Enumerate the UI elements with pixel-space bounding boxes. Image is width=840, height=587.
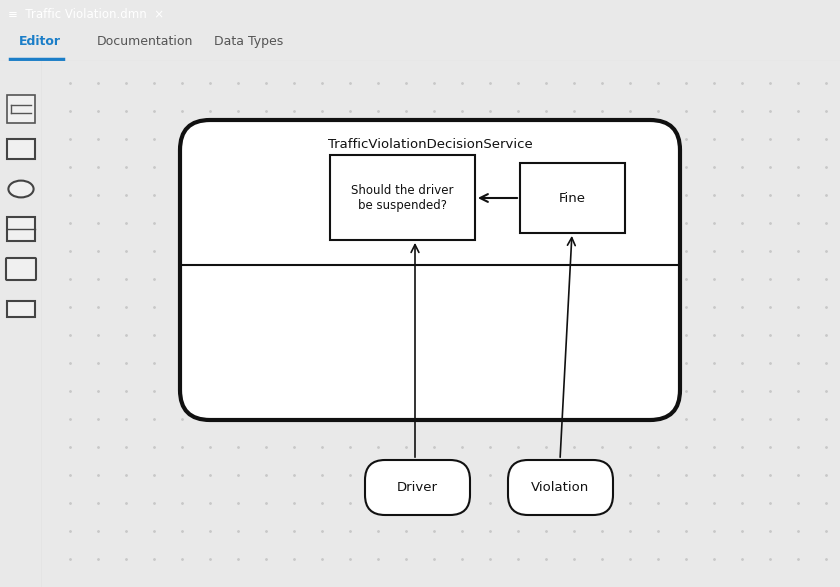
FancyBboxPatch shape <box>7 139 35 159</box>
FancyBboxPatch shape <box>6 258 36 280</box>
FancyBboxPatch shape <box>180 120 680 420</box>
FancyBboxPatch shape <box>330 155 475 240</box>
FancyBboxPatch shape <box>508 460 613 515</box>
Text: Violation: Violation <box>532 481 590 494</box>
FancyBboxPatch shape <box>7 95 35 123</box>
Text: Data Types: Data Types <box>214 35 283 48</box>
Text: Fine: Fine <box>559 191 586 204</box>
Text: Should the driver
be suspended?: Should the driver be suspended? <box>351 184 454 211</box>
FancyBboxPatch shape <box>7 301 35 317</box>
Text: ≡  Traffic Violation.dmn  ×: ≡ Traffic Violation.dmn × <box>8 8 165 21</box>
Text: Editor: Editor <box>18 35 60 48</box>
FancyBboxPatch shape <box>7 217 35 241</box>
FancyBboxPatch shape <box>365 460 470 515</box>
Text: Documentation: Documentation <box>97 35 193 48</box>
FancyBboxPatch shape <box>520 163 625 233</box>
Text: Driver: Driver <box>397 481 438 494</box>
Text: TrafficViolationDecisionService: TrafficViolationDecisionService <box>328 138 533 151</box>
Ellipse shape <box>8 181 34 197</box>
